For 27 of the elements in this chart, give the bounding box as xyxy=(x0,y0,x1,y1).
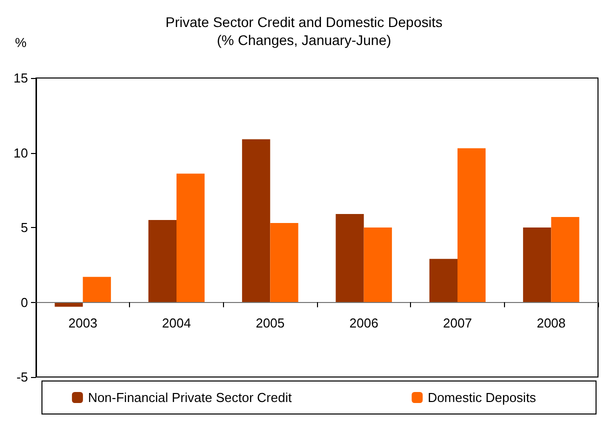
bar xyxy=(270,223,298,302)
bar xyxy=(364,228,392,302)
bar xyxy=(551,217,580,302)
bar xyxy=(429,258,458,302)
y-tick-label: -5 xyxy=(16,370,28,384)
x-tick-label: 2008 xyxy=(536,315,566,330)
bar xyxy=(242,139,270,302)
y-tick-label: 10 xyxy=(14,145,28,160)
bar xyxy=(458,148,486,302)
y-tick-label: 15 xyxy=(14,70,28,86)
chart-subtitle: (% Changes, January-June) xyxy=(216,32,392,48)
bar xyxy=(336,214,364,302)
bar xyxy=(148,220,176,302)
legend-label: Non-Financial Private Sector Credit xyxy=(88,390,292,405)
bar xyxy=(82,276,111,302)
bar xyxy=(176,174,205,302)
bar xyxy=(523,228,552,302)
y-tick-label: 0 xyxy=(20,294,28,310)
y-axis-title: % xyxy=(15,35,27,50)
chart-title: Private Sector Credit and Domestic Deposits xyxy=(166,14,442,30)
y-tick-label: 5 xyxy=(20,220,28,235)
x-tick-label: 2007 xyxy=(443,315,472,330)
x-tick-label: 2003 xyxy=(68,315,98,330)
x-tick-label: 2005 xyxy=(256,315,285,330)
x-tick-label: 2006 xyxy=(349,315,378,330)
x-tick-label: 2004 xyxy=(162,315,191,330)
legend-label: Domestic Deposits xyxy=(428,390,537,405)
